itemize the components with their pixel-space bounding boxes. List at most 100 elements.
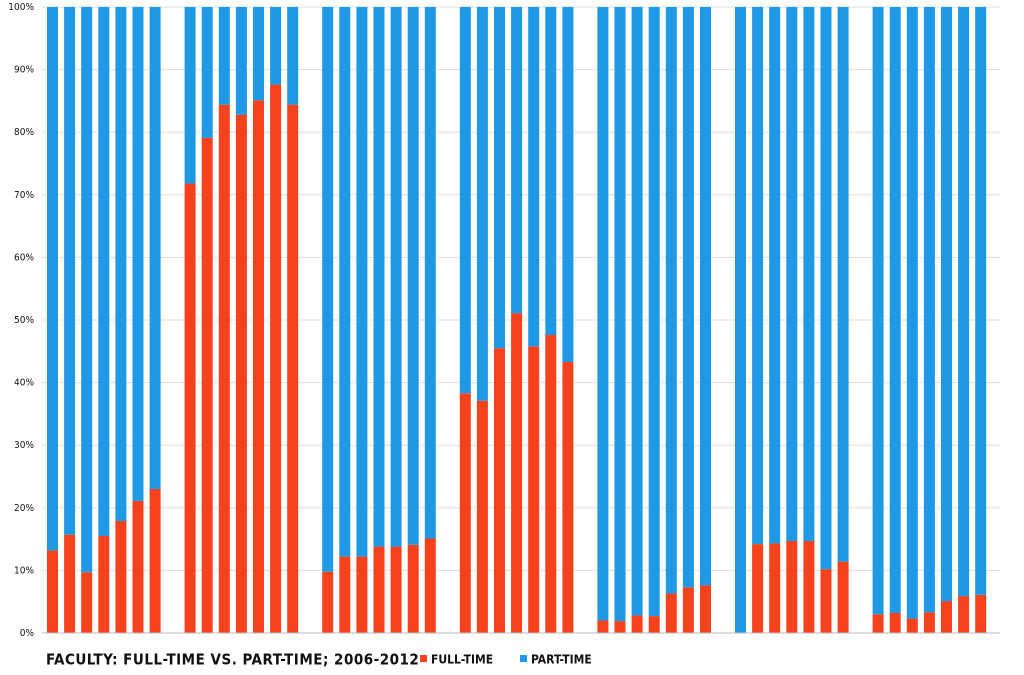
bar-segment xyxy=(906,7,918,619)
bar-segment xyxy=(889,612,901,633)
bar-segment xyxy=(494,7,505,349)
bar-segment xyxy=(287,104,299,633)
bar-segment xyxy=(700,7,711,586)
bar-segment xyxy=(682,7,694,588)
bar-segment xyxy=(201,7,213,138)
y-tick-label: 40% xyxy=(14,378,34,389)
y-tick-label: 70% xyxy=(14,190,34,201)
bar-segment xyxy=(390,546,402,633)
bar-segment xyxy=(201,137,213,634)
bar-segment xyxy=(820,7,832,570)
bar-segment xyxy=(459,7,471,394)
bar-segment xyxy=(631,7,643,616)
bar-segment xyxy=(407,544,419,633)
bar-segment xyxy=(218,104,230,633)
bar-segment xyxy=(184,7,196,184)
bar-segment xyxy=(373,546,385,633)
bar-segment xyxy=(941,601,952,633)
bar-segment xyxy=(339,7,351,557)
bar-segment xyxy=(476,400,488,633)
bar-segment xyxy=(648,616,660,633)
y-tick-label: 0% xyxy=(20,628,35,639)
bar-segment xyxy=(837,561,849,633)
bar-segment xyxy=(906,618,918,633)
bar-segment xyxy=(424,538,436,633)
bar-segment xyxy=(923,612,935,633)
bar-segment xyxy=(132,500,144,633)
bar-segment xyxy=(459,393,471,633)
legend-swatch xyxy=(520,655,527,662)
y-tick-label: 10% xyxy=(14,565,34,576)
bar-segment xyxy=(322,7,334,572)
y-tick-label: 90% xyxy=(14,65,34,76)
bar-segment xyxy=(494,348,505,633)
bar-segment xyxy=(235,7,247,115)
bar-segment xyxy=(786,7,798,541)
bar-segment xyxy=(253,100,264,634)
bar-segment xyxy=(339,556,351,633)
legend-label: FULL-TIME xyxy=(431,653,493,667)
bar-segment xyxy=(648,7,660,617)
y-tick-label: 50% xyxy=(14,315,34,326)
bar-segment xyxy=(562,361,574,633)
bar-segment xyxy=(941,7,952,602)
bar-segment xyxy=(545,7,557,336)
bar-segment xyxy=(81,7,93,573)
bar-segment xyxy=(975,594,987,633)
bar-segment xyxy=(975,7,987,595)
bar-segment xyxy=(665,593,677,633)
bar-segment xyxy=(511,313,523,633)
bar-segment xyxy=(149,7,161,490)
bar-segment xyxy=(769,7,781,544)
bar-segment xyxy=(270,7,282,85)
bar-segment xyxy=(665,7,677,594)
bar-segment xyxy=(752,7,764,545)
bar-segment xyxy=(958,7,970,597)
bar-segment xyxy=(889,7,901,613)
bar-segment xyxy=(614,7,626,622)
bar-segment xyxy=(356,7,368,557)
bar-segment xyxy=(562,7,574,362)
bar-segment xyxy=(81,572,93,633)
chart-title: FACULTY: FULL-TIME VS. PART-TIME; 2006-2… xyxy=(46,651,419,669)
bar-segment xyxy=(614,621,626,633)
bar-segment xyxy=(149,489,161,633)
bar-segment xyxy=(115,520,127,633)
bar-segment xyxy=(820,569,832,633)
bar-segment xyxy=(64,534,76,633)
bar-segment xyxy=(407,7,419,545)
legend-label: PART-TIME xyxy=(531,653,592,667)
bar-segment xyxy=(872,614,884,633)
bar-segment xyxy=(803,7,815,541)
y-tick-label: 20% xyxy=(14,503,34,514)
bar-segment xyxy=(528,7,540,347)
bar-segment xyxy=(373,7,385,547)
bar-segment xyxy=(390,7,402,547)
bar-segment xyxy=(253,7,264,101)
bar-segment xyxy=(631,615,643,633)
bar-segment xyxy=(115,7,127,521)
bar-segment xyxy=(682,587,694,633)
bar-segment xyxy=(476,7,488,401)
bar-segment xyxy=(184,183,196,634)
bar-segment xyxy=(786,540,798,633)
bar-segment xyxy=(735,7,746,633)
bar-segment xyxy=(545,335,557,633)
bar-segment xyxy=(47,7,58,551)
bar-segment xyxy=(287,7,299,105)
bar-segment xyxy=(803,540,815,633)
y-tick-label: 80% xyxy=(14,127,34,138)
bar-segment xyxy=(424,7,436,539)
bar-segment xyxy=(597,7,609,621)
bar-segment xyxy=(356,556,368,633)
y-tick-label: 30% xyxy=(14,440,34,451)
bar-segment xyxy=(872,7,884,615)
bar-segment xyxy=(837,7,849,562)
bar-segment xyxy=(769,543,781,633)
bar-segment xyxy=(132,7,144,501)
bar-segment xyxy=(64,7,76,535)
bar-segment xyxy=(597,620,609,633)
bar-segment xyxy=(752,544,764,633)
bar-segment xyxy=(270,84,282,633)
